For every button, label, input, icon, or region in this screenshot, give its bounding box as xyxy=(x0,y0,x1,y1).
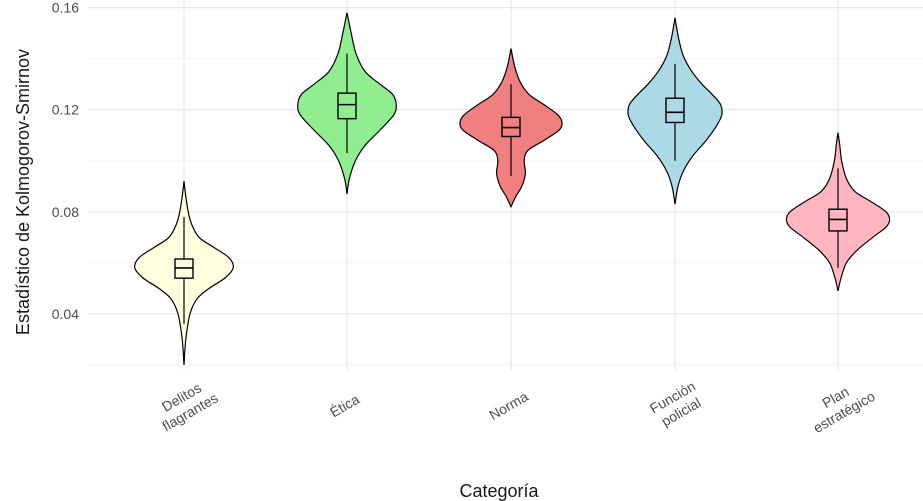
x-tick-label: Funciónpolicial xyxy=(647,378,707,431)
y-tick-label: 0.08 xyxy=(52,204,79,220)
violin-shape xyxy=(627,17,723,205)
x-axis-title: Categoría xyxy=(459,481,539,501)
violin-group xyxy=(297,12,397,195)
y-axis-title: Estadístico de Kolmogorov-Smirnov xyxy=(13,49,33,335)
violins xyxy=(134,12,891,365)
x-tick-label: Norma xyxy=(486,388,531,423)
violin-group xyxy=(627,17,723,205)
violin-shape xyxy=(785,132,891,292)
violin-group xyxy=(459,48,563,209)
y-axis-ticks: 0.04 0.08 0.12 0.16 xyxy=(52,0,79,322)
x-tick-label: Delitosflagrantes xyxy=(151,375,221,434)
violin-group xyxy=(134,181,234,365)
y-tick-label: 0.04 xyxy=(52,306,79,322)
y-tick-label: 0.16 xyxy=(52,0,79,16)
y-tick-label: 0.12 xyxy=(52,102,79,118)
x-tick-label: Planestratégico xyxy=(802,373,878,436)
box-iqr xyxy=(337,92,357,120)
x-tick-label: Ética xyxy=(327,391,362,421)
box-iqr xyxy=(665,97,685,124)
violin-shape xyxy=(134,181,234,365)
violin-shape xyxy=(297,12,397,195)
violin-group xyxy=(785,132,891,292)
x-axis-ticks: Delitosflagrantes Ética Norma Funciónpolici… xyxy=(151,373,878,436)
